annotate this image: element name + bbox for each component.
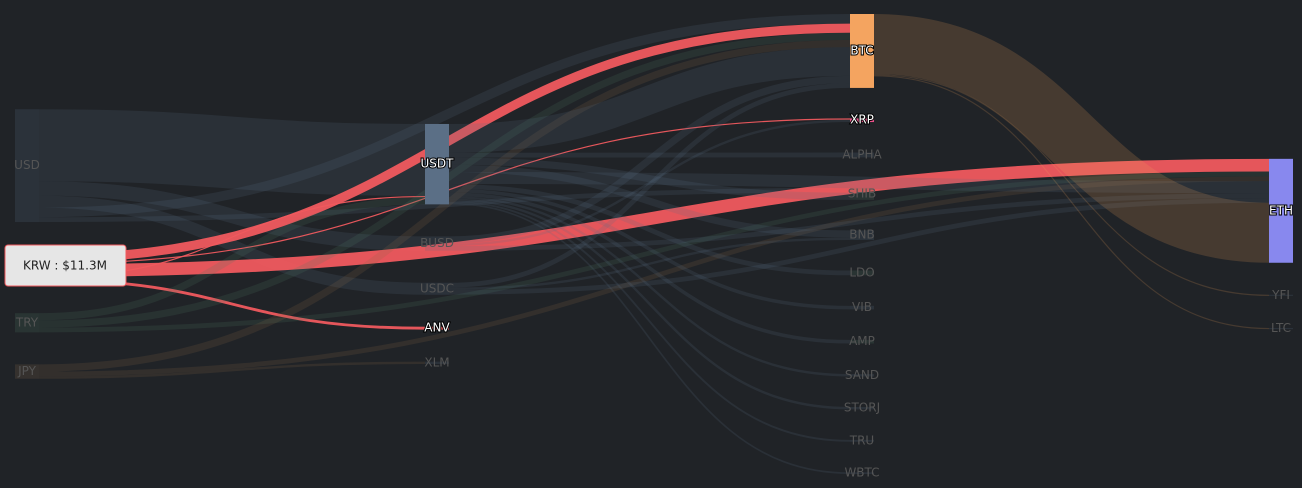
node <box>425 236 449 251</box>
link <box>38 14 851 218</box>
link <box>38 39 851 372</box>
tooltip: KRW : $11.3M <box>4 244 127 287</box>
link <box>873 14 1270 263</box>
link <box>38 109 426 196</box>
node-label: ALPHA <box>842 147 882 161</box>
node <box>1269 294 1293 296</box>
node-label: USDC <box>420 281 454 295</box>
link <box>38 176 1270 377</box>
node <box>850 374 874 377</box>
node-label: BNB <box>849 228 874 242</box>
node <box>850 118 874 123</box>
node-label: TRU <box>849 433 874 447</box>
nodes: USDKRWTRYJPYUSDTBUSDUSDCANVXLMBTCXRPALPH… <box>12 14 1294 480</box>
node <box>850 472 874 474</box>
link <box>448 198 851 410</box>
node <box>850 406 874 410</box>
link <box>38 187 851 223</box>
node-label: SHIB <box>848 186 876 200</box>
node <box>1269 158 1293 263</box>
node <box>15 313 39 333</box>
link <box>448 237 851 290</box>
node-label: USDT <box>421 157 455 171</box>
node-label: LTC <box>1271 321 1291 335</box>
node-label: JPY <box>17 364 37 378</box>
link <box>38 197 426 321</box>
node <box>425 326 449 330</box>
link <box>448 183 851 276</box>
node <box>425 361 449 365</box>
node-label: YFI <box>1271 288 1290 302</box>
tooltip-box <box>4 244 127 287</box>
link <box>38 181 426 251</box>
node <box>425 123 449 205</box>
node-label: BTC <box>850 43 873 57</box>
node-label: STORJ <box>844 401 880 415</box>
node-label: LDO <box>849 265 874 279</box>
node <box>850 14 874 88</box>
node-label: VIB <box>852 300 872 314</box>
link <box>38 158 1270 278</box>
node-label: SAND <box>845 368 879 382</box>
node <box>850 187 874 200</box>
link <box>448 47 851 153</box>
link <box>38 171 1270 333</box>
link <box>448 164 851 238</box>
node-label: AMP <box>849 334 875 348</box>
link <box>448 202 851 474</box>
link <box>448 200 851 442</box>
node <box>850 270 874 276</box>
node-label: USD <box>14 158 40 172</box>
node <box>850 230 874 240</box>
node <box>850 339 874 344</box>
link <box>448 171 1270 194</box>
node-label: XLM <box>424 355 449 369</box>
links <box>38 14 1270 474</box>
link <box>873 74 1270 296</box>
node <box>1269 327 1293 330</box>
node-label: ANV <box>424 321 450 335</box>
link <box>38 361 426 379</box>
node <box>850 439 874 442</box>
link <box>448 83 851 288</box>
node-label: ETH <box>1269 203 1293 217</box>
link <box>448 195 851 377</box>
link <box>448 119 851 246</box>
link <box>448 193 1270 251</box>
tooltip-text: KRW : $11.3M <box>23 259 107 273</box>
node-label: WBTC <box>844 466 879 480</box>
node <box>15 109 39 223</box>
node-label: TRY <box>15 315 39 329</box>
node <box>425 282 449 295</box>
link <box>38 195 426 295</box>
node <box>15 364 39 379</box>
node <box>850 305 874 310</box>
link <box>448 197 1270 295</box>
link <box>448 188 851 310</box>
link <box>448 75 851 244</box>
node-label: BUSD <box>420 236 454 250</box>
node-label: XRP <box>850 113 874 127</box>
link <box>448 192 851 344</box>
node <box>850 152 874 158</box>
link <box>873 75 1270 330</box>
link <box>448 157 851 200</box>
